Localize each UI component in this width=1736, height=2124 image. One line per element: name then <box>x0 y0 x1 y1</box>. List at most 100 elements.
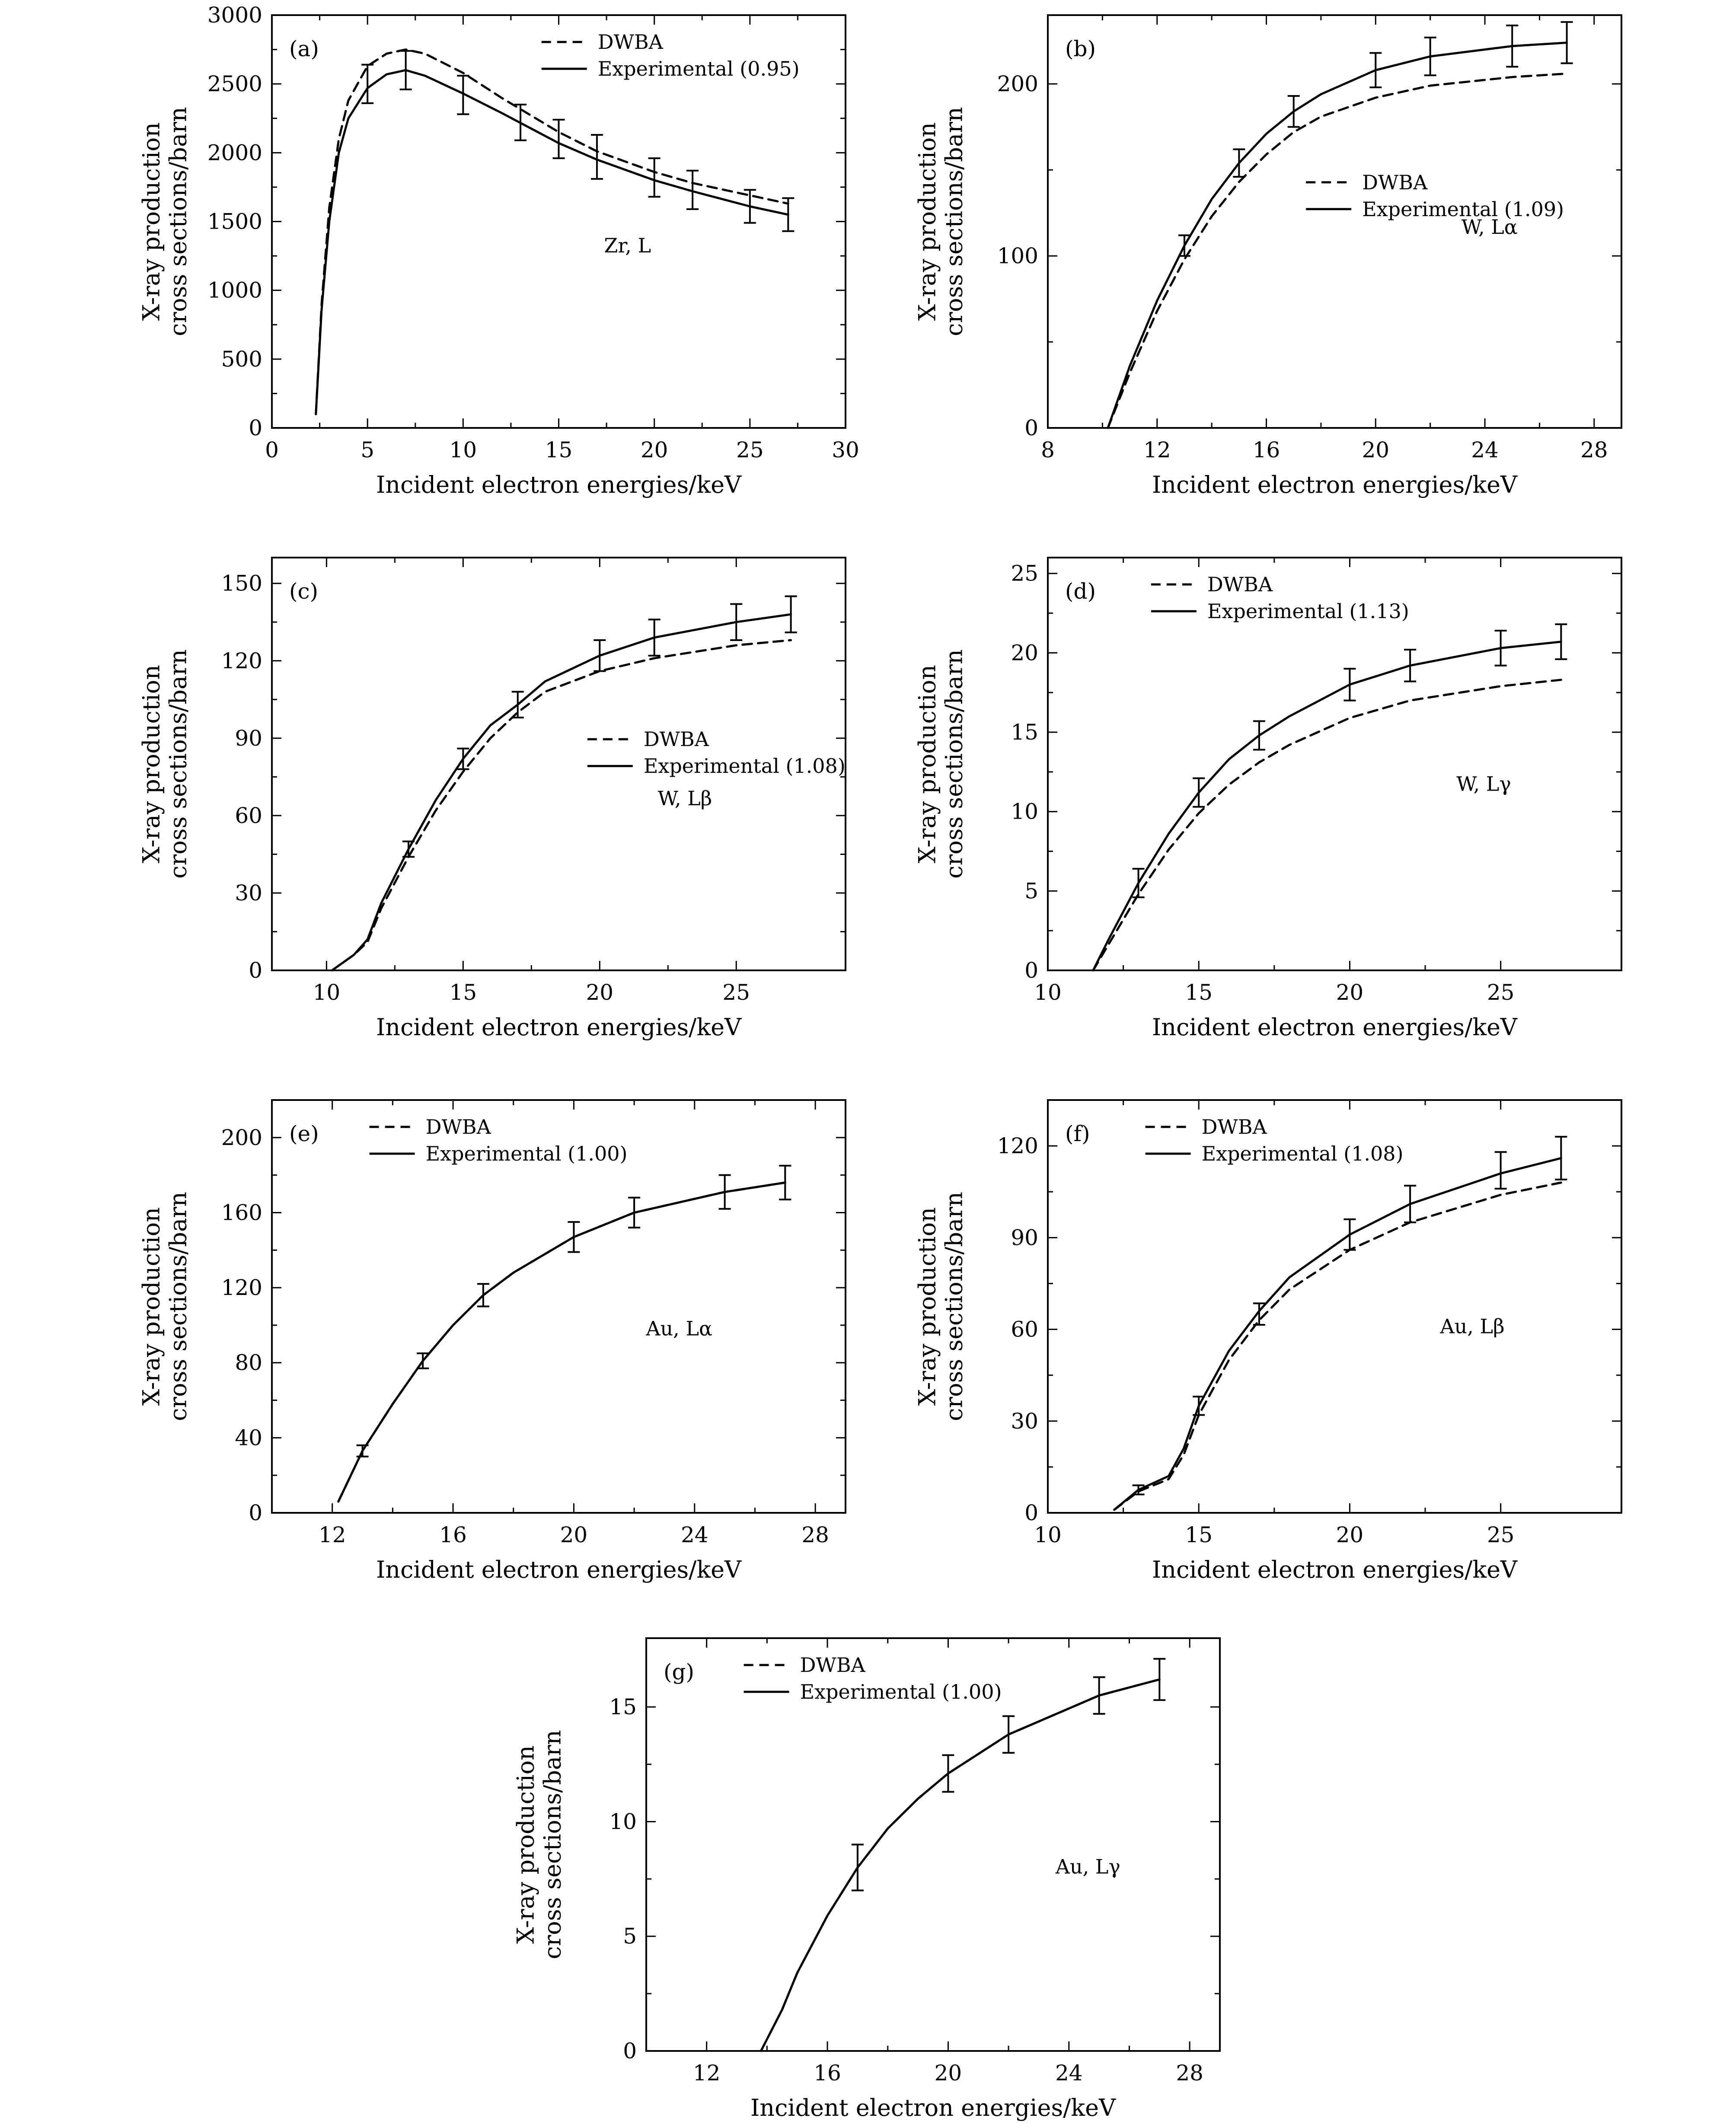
panel-d: 10 15 20 25 0 5 10 15 20 25 Incident electron ener… <box>914 557 1622 1041</box>
x-axis-label: Incident electron energies/keV <box>376 1014 742 1041</box>
error-bar <box>851 1843 864 1891</box>
legend-dwba-label: DWBA <box>1207 573 1273 596</box>
y-tick-label: 200 <box>997 71 1038 96</box>
panel-label: (e) <box>289 1121 319 1146</box>
error-bar <box>552 118 565 159</box>
error-bar <box>1404 1185 1417 1223</box>
y-axis-label-line: cross sections/barn <box>539 1730 566 1959</box>
y-tick-label: 1000 <box>207 278 262 303</box>
x-tick-label: 20 <box>1336 1522 1364 1547</box>
y-tick-label: 15 <box>1011 720 1038 745</box>
error-bar <box>1506 24 1519 68</box>
error-bar <box>1193 1396 1205 1416</box>
y-tick-label: 0 <box>623 2038 637 2063</box>
error-bar <box>730 603 743 641</box>
x-tick-label: 28 <box>1580 437 1608 462</box>
error-bar <box>1132 1484 1145 1496</box>
x-tick-label: 16 <box>439 1522 467 1547</box>
x-tick-label: 15 <box>1185 980 1213 1005</box>
dwba-curve <box>1113 1181 1562 1511</box>
error-bar <box>1002 1715 1015 1754</box>
dwba-curve <box>315 48 789 415</box>
y-axis-label-line: cross sections/barn <box>941 649 968 879</box>
error-bar <box>744 189 756 224</box>
dwba-curve <box>1107 72 1568 429</box>
panel-annotation: Zr, L <box>604 234 651 257</box>
panel-label: (f) <box>1065 1121 1090 1146</box>
panel-annotation: Au, Lβ <box>1439 1315 1504 1338</box>
x-tick-label: 12 <box>693 2060 721 2086</box>
y-axis-label-line: X-ray production <box>138 122 165 321</box>
y-axis-label: X-ray productioncross sections/barn <box>138 107 192 336</box>
error-bar <box>648 157 661 198</box>
x-tick-label: 24 <box>1471 437 1499 462</box>
panel-label: (a) <box>289 36 319 61</box>
y-axis-label: X-ray productioncross sections/barn <box>914 649 968 879</box>
panel-label: (c) <box>289 579 318 604</box>
error-bar <box>942 1754 954 1793</box>
x-tick-label: 24 <box>1055 2060 1083 2086</box>
x-tick-label: 5 <box>361 437 374 462</box>
y-tick-label: 0 <box>249 415 262 440</box>
x-axis-label: Incident electron energies/keV <box>376 471 742 498</box>
error-bar <box>1555 623 1567 660</box>
legend-experimental-label: Experimental (1.00) <box>800 1680 1002 1703</box>
experimental-curve <box>331 613 792 972</box>
experimental-curve <box>1113 1157 1562 1511</box>
legend-dwba-label: DWBA <box>800 1653 866 1677</box>
x-tick-label: 25 <box>1487 1522 1515 1547</box>
y-tick-label: 1500 <box>207 209 262 234</box>
x-tick-label: 15 <box>1185 1522 1213 1547</box>
y-tick-label: 500 <box>221 347 262 372</box>
panel-c: 10 15 20 25 0 30 60 90 120 150 Incident electron e… <box>138 557 846 1041</box>
legend: DWBA Experimental (1.09) <box>1306 171 1564 221</box>
y-axis-label-line: X-ray production <box>138 665 165 863</box>
y-tick-label: 30 <box>235 880 262 906</box>
error-bar <box>1287 95 1300 128</box>
y-tick-label: 200 <box>221 1125 262 1150</box>
y-tick-label: 0 <box>1024 958 1038 983</box>
y-axis-label: X-ray productioncross sections/barn <box>512 1730 566 1959</box>
x-axis-label: Incident electron energies/keV <box>376 1556 742 1583</box>
y-tick-label: 120 <box>221 1275 262 1300</box>
x-tick-label: 20 <box>641 437 668 462</box>
x-tick-label: 16 <box>1253 437 1280 462</box>
error-bar <box>457 75 469 115</box>
x-tick-label: 16 <box>814 2060 841 2086</box>
y-tick-label: 25 <box>1011 561 1038 586</box>
x-tick-label: 20 <box>586 980 613 1005</box>
y-tick-label: 5 <box>623 1924 637 1949</box>
legend-dwba-label: DWBA <box>1202 1115 1267 1139</box>
legend: DWBA Experimental (1.00) <box>744 1653 1002 1703</box>
x-tick-label: 20 <box>1336 980 1364 1005</box>
y-tick-label: 2500 <box>207 71 262 96</box>
y-tick-label: 15 <box>609 1694 637 1719</box>
error-bar <box>477 1283 489 1308</box>
plot-frame <box>645 1637 1221 2052</box>
y-axis-label-line: cross sections/barn <box>941 1192 968 1421</box>
panel-b: 8 12 16 20 24 28 0 100 200 Incident electron ener… <box>914 14 1622 498</box>
error-bar <box>785 595 797 634</box>
x-axis-label: Incident electron energies/keV <box>1152 1556 1518 1583</box>
y-axis-label: X-ray productioncross sections/barn <box>914 1192 968 1421</box>
error-bar <box>511 691 524 719</box>
panel-label: (b) <box>1065 36 1096 61</box>
plot-frame <box>1047 557 1622 971</box>
y-tick-label: 150 <box>221 571 262 596</box>
experimental-curve <box>1092 641 1562 972</box>
error-bar <box>1555 1135 1567 1180</box>
y-axis-label-line: cross sections/barn <box>165 107 192 336</box>
x-tick-label: 12 <box>319 1522 346 1547</box>
error-bar <box>457 747 469 770</box>
error-bar <box>1494 629 1507 667</box>
legend-experimental-label: Experimental (0.95) <box>598 57 800 80</box>
error-bar <box>1560 21 1573 64</box>
legend: DWBA Experimental (1.00) <box>369 1115 628 1165</box>
x-tick-label: 20 <box>560 1522 588 1547</box>
legend-experimental-label: Experimental (1.13) <box>1207 600 1409 623</box>
x-tick-label: 28 <box>1176 2060 1203 2086</box>
error-bar <box>399 50 412 90</box>
x-tick-label: 10 <box>1034 1522 1062 1547</box>
experimental-curve <box>315 69 789 415</box>
y-tick-label: 100 <box>997 243 1038 268</box>
